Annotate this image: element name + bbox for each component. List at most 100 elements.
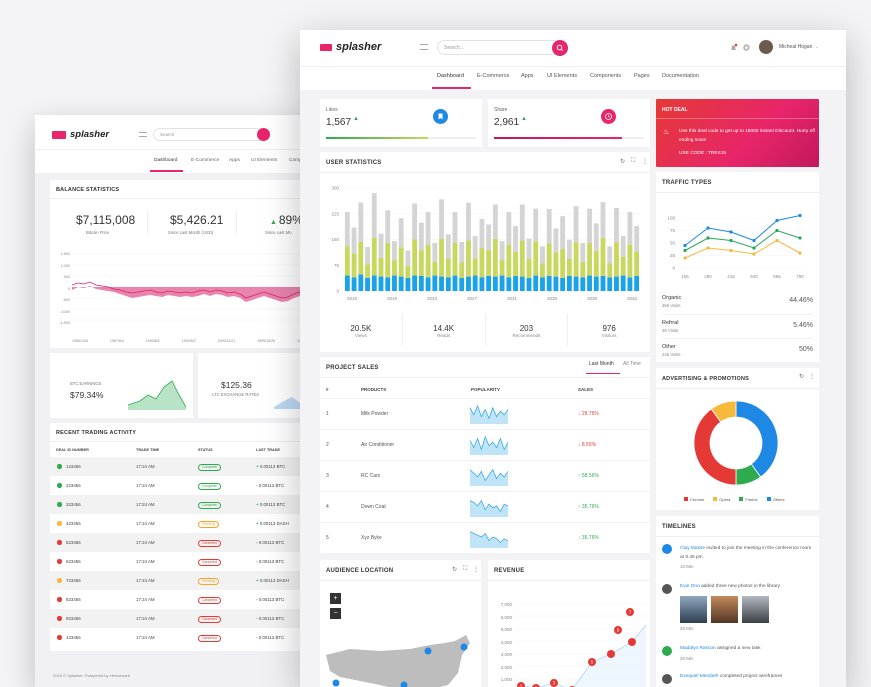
timeline-user[interactable]: Clay Masse bbox=[680, 546, 706, 551]
sales-row[interactable]: 2 Air Conditioner ↓ 8.55% bbox=[320, 429, 650, 460]
trend-down-icon: ↓ bbox=[578, 442, 581, 448]
audience-refresh-icon[interactable]: ↻ bbox=[452, 567, 458, 573]
tab-ui-elements[interactable]: UI Elements bbox=[547, 73, 577, 79]
timeline-avatar bbox=[662, 544, 672, 554]
trading-row[interactable]: 223456 17:24 AM Complete - 0.00113 BTC bbox=[50, 476, 340, 495]
bar-segment bbox=[513, 226, 518, 252]
tab-last-month-underline bbox=[586, 373, 620, 375]
bar-segment bbox=[540, 246, 545, 264]
back-tab-dashboard[interactable]: Dashboard bbox=[154, 158, 178, 163]
gear-icon[interactable] bbox=[742, 43, 751, 52]
sparkline-area bbox=[470, 531, 508, 548]
timeline-user[interactable]: Ezequiel Merideth bbox=[680, 674, 719, 679]
search-input[interactable]: Search... bbox=[437, 40, 563, 55]
traffic-item-name: Other bbox=[662, 344, 676, 350]
tab-last-month[interactable]: Last Month bbox=[589, 361, 614, 367]
bar-segment bbox=[506, 244, 512, 278]
tab-all-time[interactable]: All Time bbox=[623, 361, 641, 367]
bar-segment bbox=[587, 208, 592, 243]
sparkline-line bbox=[470, 435, 508, 451]
trading-row[interactable]: 923456 17:24 AM Canceled - 0.00113 BTC bbox=[50, 609, 340, 628]
zoom-out-button[interactable]: − bbox=[330, 608, 341, 619]
timeline-time: 20 Min bbox=[680, 626, 694, 631]
trading-row[interactable]: 523456 17:24 AM Canceled - 0.00113 BTC bbox=[50, 533, 340, 552]
balance-x-tick: 1986/10/8 bbox=[72, 339, 88, 343]
status-badge: Canceled bbox=[198, 596, 221, 604]
chevron-down-icon[interactable]: ⌄ bbox=[815, 44, 819, 49]
bar-segment bbox=[620, 275, 626, 291]
tab-components[interactable]: Components bbox=[590, 73, 622, 79]
fullscreen-icon[interactable]: ⛶ bbox=[631, 158, 636, 164]
sales-row[interactable]: 1 Milk Powder ↓ 28.76% bbox=[320, 398, 650, 429]
trading-row[interactable]: 723456 17:24 AM Pending + 0.00113 DASH bbox=[50, 571, 340, 590]
back-tab-ui[interactable]: UI Elements bbox=[251, 158, 278, 163]
menu-icon[interactable] bbox=[420, 44, 428, 50]
hot-deal-title: HOT DEAL bbox=[662, 107, 688, 113]
bar-segment bbox=[573, 242, 579, 277]
legend-label: Firefox bbox=[745, 497, 758, 502]
balance-y-tick: 1,000 bbox=[60, 263, 70, 268]
timeline-photo[interactable] bbox=[680, 596, 707, 623]
bar-segment bbox=[499, 241, 505, 261]
bell-icon[interactable] bbox=[729, 43, 738, 52]
trading-row[interactable]: 323456 17:24 AM Complete + 0.00113 BTC bbox=[50, 495, 340, 514]
x-tick-label: 790 bbox=[796, 274, 804, 279]
traffic-item-name: Organic bbox=[662, 295, 682, 301]
back-search-input[interactable]: Search bbox=[153, 128, 265, 141]
last-trade: + 0.00113 DASH bbox=[256, 521, 289, 526]
zoom-in-button[interactable]: + bbox=[330, 593, 341, 604]
tab-ecommerce[interactable]: E-Commerce bbox=[477, 73, 510, 79]
audience-more-icon[interactable]: ⋮ bbox=[473, 567, 479, 573]
bar-segment bbox=[452, 242, 458, 276]
status-badge: Canceled bbox=[198, 615, 221, 623]
timeline-photo[interactable] bbox=[742, 596, 769, 623]
tab-apps[interactable]: Apps bbox=[521, 73, 534, 79]
timeline-photo[interactable] bbox=[711, 596, 738, 623]
tab-documentation[interactable]: Documentation bbox=[662, 73, 699, 79]
search-button[interactable] bbox=[552, 40, 568, 56]
user-name[interactable]: Micheal Hogan bbox=[779, 44, 813, 50]
avatar[interactable] bbox=[759, 40, 773, 54]
ads-refresh-icon[interactable]: ↻ bbox=[799, 374, 805, 380]
back-menu-icon[interactable] bbox=[139, 132, 147, 137]
trading-row[interactable]: 823456 17:24 AM Canceled - 0.00113 BTC bbox=[50, 590, 340, 609]
brand-logo[interactable]: splasher bbox=[320, 41, 381, 53]
trading-row[interactable]: 123456 17:24 AM Complete + 0.00113 BTC bbox=[50, 457, 340, 476]
timeline-text: added three new photos in the library bbox=[701, 584, 781, 589]
tab-pages[interactable]: Pages bbox=[634, 73, 650, 79]
x-tick-label: 415 bbox=[727, 274, 735, 279]
btc-sparkline bbox=[128, 380, 186, 410]
x-tick-label: 2019 bbox=[387, 296, 398, 301]
audience-fullscreen-icon[interactable]: ⛶ bbox=[463, 566, 468, 572]
sales-row-pct: 58.56% bbox=[581, 473, 599, 479]
legend-label: Others bbox=[772, 497, 785, 502]
trading-row[interactable]: 123456 17:24 AM Canceled - 0.00113 BTC bbox=[50, 628, 340, 647]
sales-row-product: Down Coat bbox=[361, 504, 386, 510]
trading-row[interactable]: 623456 17:24 AM Canceled - 0.00113 BTC bbox=[50, 552, 340, 571]
timeline-user[interactable]: Madalyn Rascon bbox=[680, 646, 716, 651]
back-brand-logo[interactable]: splasher bbox=[52, 129, 109, 140]
trading-row[interactable]: 423456 17:24 AM Pending + 0.00113 DASH bbox=[50, 514, 340, 533]
last-trade-text: 0.00113 BTC bbox=[259, 464, 286, 469]
refresh-icon[interactable]: ↻ bbox=[620, 159, 626, 165]
user-stats-title: USER STATISTICS bbox=[326, 160, 382, 166]
bar-segment bbox=[439, 238, 444, 277]
last-trade-text: 0.00113 DASH bbox=[259, 578, 289, 583]
sales-row[interactable]: 3 RC Cars ↑ 58.56% bbox=[320, 460, 650, 491]
donut-legend: Chrome Opera Firefox Others bbox=[684, 497, 814, 502]
sparkline-area bbox=[470, 500, 508, 517]
tab-dashboard[interactable]: Dashboard bbox=[437, 73, 464, 79]
more-icon[interactable]: ⋮ bbox=[642, 159, 648, 165]
sales-row[interactable]: 4 Down Coat ↑ 35.76% bbox=[320, 491, 650, 522]
timeline-user[interactable]: Evie Ono bbox=[680, 584, 700, 589]
summary-value: 203 bbox=[519, 324, 534, 333]
back-tab-apps[interactable]: Apps bbox=[229, 158, 240, 163]
back-search-icon[interactable] bbox=[257, 128, 270, 141]
ads-more-icon[interactable]: ⋮ bbox=[809, 374, 815, 380]
bar-segment bbox=[513, 275, 518, 291]
back-tab-components[interactable]: Comp bbox=[289, 158, 302, 163]
bar-segment bbox=[472, 236, 478, 259]
back-tab-ecommerce[interactable]: E-Commerce bbox=[191, 158, 220, 163]
sales-row[interactable]: 5 Xyz Byke ↑ 35.76% bbox=[320, 522, 650, 553]
sales-row-pct: 8.55% bbox=[581, 442, 597, 448]
